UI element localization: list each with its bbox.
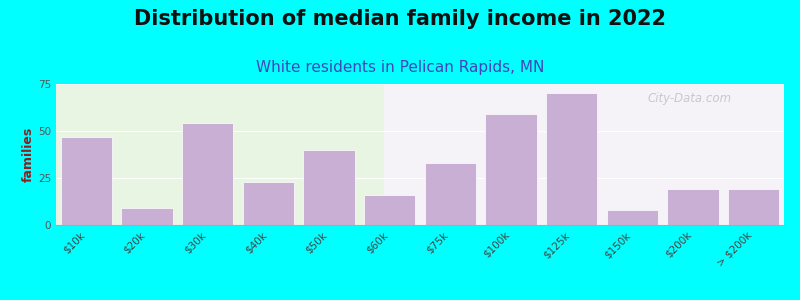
Bar: [122, 208, 173, 225]
Bar: [667, 189, 718, 225]
Bar: [606, 210, 658, 225]
Y-axis label: families: families: [22, 127, 35, 182]
Bar: [546, 93, 598, 225]
Bar: [425, 163, 476, 225]
Bar: [303, 150, 354, 225]
FancyBboxPatch shape: [0, 42, 800, 267]
Bar: [364, 195, 415, 225]
Text: White residents in Pelican Rapids, MN: White residents in Pelican Rapids, MN: [256, 60, 544, 75]
Text: City-Data.com: City-Data.com: [647, 92, 731, 105]
Bar: [242, 182, 294, 225]
Bar: [182, 124, 234, 225]
FancyBboxPatch shape: [384, 42, 800, 267]
Bar: [728, 189, 779, 225]
Bar: [486, 114, 537, 225]
Text: Distribution of median family income in 2022: Distribution of median family income in …: [134, 9, 666, 29]
Bar: [61, 136, 112, 225]
